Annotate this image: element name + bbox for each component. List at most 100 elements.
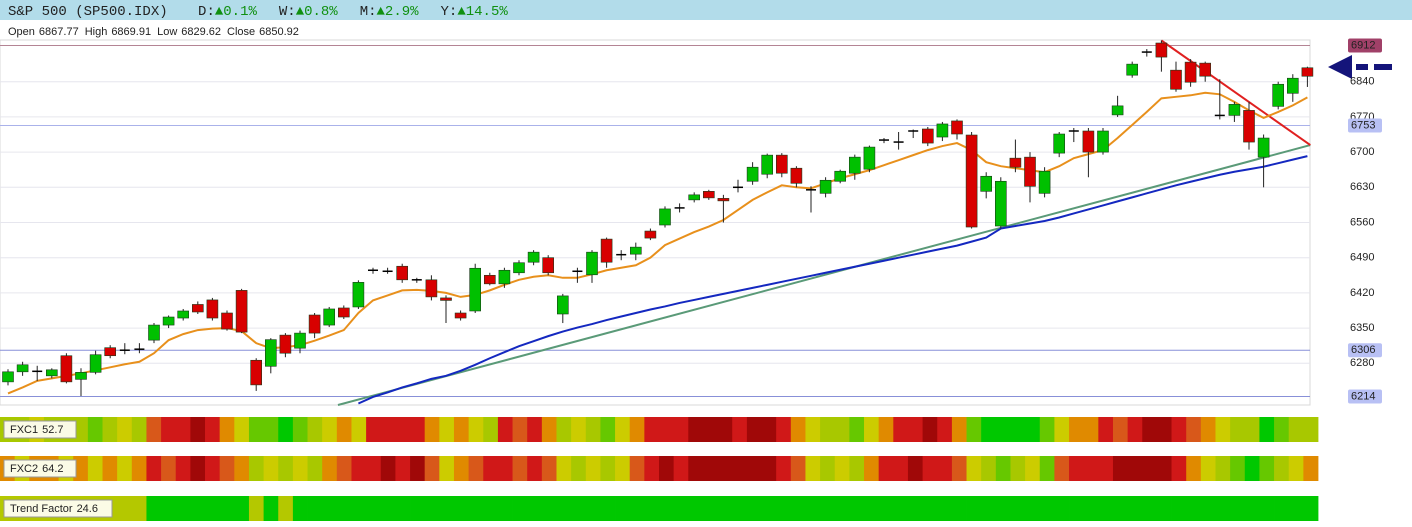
indicator-cell [1186, 456, 1202, 481]
indicator-cell [659, 417, 675, 442]
indicator-cell [776, 417, 792, 442]
indicator-cell [556, 417, 572, 442]
indicator-cell [1200, 456, 1216, 481]
candle-body [60, 355, 73, 383]
indicator-cell [1274, 496, 1290, 521]
indicator-cell [615, 496, 631, 521]
level-label-bg [1348, 38, 1382, 53]
candle-body [337, 307, 350, 318]
candle-body [162, 316, 175, 326]
indicator-cell [424, 496, 440, 521]
candle-body [454, 312, 467, 319]
candle-body [819, 179, 832, 194]
candle-body [965, 134, 978, 228]
change-label: D: [198, 4, 215, 20]
indicator-cell [1069, 417, 1085, 442]
indicator-cell [1230, 417, 1246, 442]
indicator-cell [966, 496, 982, 521]
indicator-cell [1083, 456, 1099, 481]
y-tick-label: 6560 [1350, 216, 1374, 228]
indicator-cell [1098, 496, 1114, 521]
indicator-cell [995, 496, 1011, 521]
indicator-cell [87, 456, 103, 481]
indicator-cell [864, 417, 880, 442]
indicator-cell [1142, 456, 1158, 481]
indicator-cell [527, 456, 543, 481]
indicator-cell [600, 417, 616, 442]
indicator-cell [1112, 417, 1129, 442]
indicator-cell [1142, 496, 1158, 521]
indicator-cell [483, 496, 499, 521]
indicator-cell [453, 456, 470, 481]
candle-body [527, 251, 540, 263]
header-bar [0, 0, 1412, 20]
indicator-cell [790, 496, 806, 521]
indicator-cell [922, 456, 938, 481]
indicator-cell [922, 417, 938, 442]
candle-body [250, 359, 262, 386]
candle-body [32, 370, 43, 373]
indicator-cell [702, 417, 718, 442]
indicator-cell [1303, 417, 1319, 442]
candle-body [733, 186, 743, 189]
candle-body [411, 279, 422, 281]
indicator-cell [424, 417, 440, 442]
ohlc-value: 6867.77 [39, 26, 79, 38]
candle-body [469, 267, 482, 312]
indicator-cell [175, 496, 191, 521]
indicator-label: FXC2 64.2 [10, 463, 64, 475]
candle-body [1184, 61, 1197, 83]
candle-body [498, 269, 511, 285]
indicator-cell [410, 456, 426, 481]
indicator-cell [1010, 496, 1026, 521]
candle-body [1126, 63, 1138, 76]
ohlc-label: Close [227, 26, 255, 38]
indicator-cell [453, 496, 470, 521]
indicator-cell [834, 456, 850, 481]
y-tick-label: 6490 [1350, 252, 1374, 264]
indicator-cell [1112, 456, 1129, 481]
indicator-cell [190, 417, 206, 442]
indicator-cell [937, 456, 953, 481]
indicator-cell [981, 456, 997, 481]
candle-body [148, 324, 160, 341]
indicator-cell [161, 417, 177, 442]
candle-body [1214, 114, 1225, 117]
indicator-cell [205, 496, 221, 521]
ohlc-label: Low [157, 26, 177, 38]
indicator-cell [1010, 417, 1026, 442]
candle-body [177, 310, 189, 319]
indicator-cell [102, 456, 118, 481]
candle-body [396, 265, 409, 281]
indicator-cell [937, 496, 953, 521]
indicator-cell [541, 456, 557, 481]
indicator-cell [117, 496, 133, 521]
indicator-cell [1288, 417, 1304, 442]
candle-body [717, 198, 730, 202]
indicator-cell [615, 456, 631, 481]
candle-body [1228, 104, 1241, 116]
candle-body [235, 290, 248, 333]
indicator-cell [732, 456, 748, 481]
indicator-cell [629, 496, 645, 521]
indicator-cell [849, 417, 865, 442]
indicator-cell [659, 456, 675, 481]
indicator-cell [292, 417, 308, 442]
moving-average [357, 155, 1308, 405]
indicator-cell [1186, 417, 1202, 442]
indicator-label-bg [3, 420, 77, 439]
indicator-cell [439, 417, 455, 442]
indicator-name: Trend Factor [10, 503, 73, 515]
trend-line [337, 144, 1311, 406]
candle-body [848, 156, 861, 174]
candle-body [1141, 51, 1152, 53]
indicator-cell [410, 417, 426, 442]
trend-line [1160, 39, 1311, 146]
indicator-cell [205, 456, 221, 481]
indicator-cell [497, 417, 513, 442]
candle-body [951, 120, 963, 135]
indicator-cell [849, 456, 865, 481]
indicator-cell [453, 417, 470, 442]
indicator-cell [746, 417, 762, 442]
ohlc-summary: Open 6867.77 High 6869.91 Low 6829.62 Close 685… [8, 26, 299, 38]
